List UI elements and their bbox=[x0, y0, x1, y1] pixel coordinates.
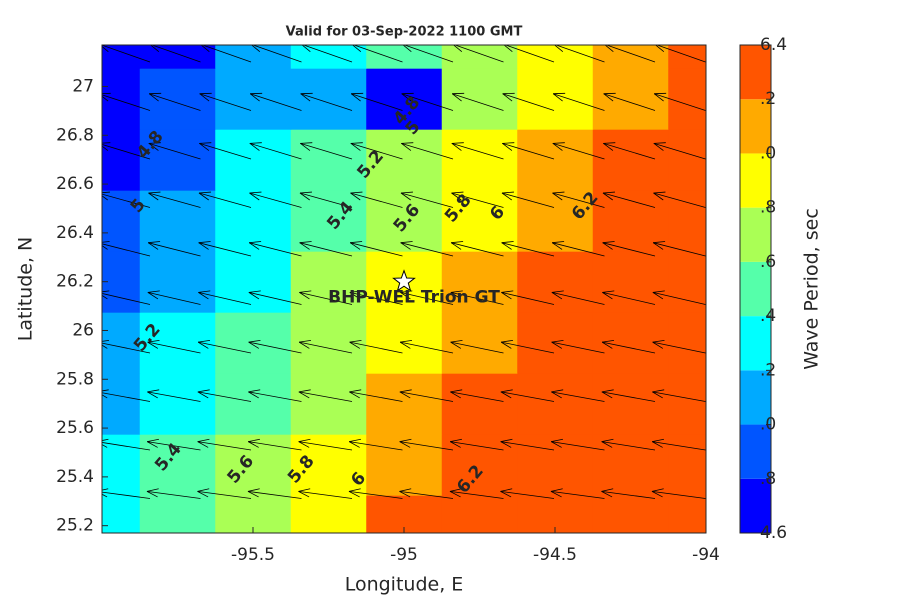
wave-arrow-head bbox=[601, 538, 613, 541]
field-cell bbox=[215, 251, 291, 313]
colorbar-tick-label: .0 bbox=[760, 143, 776, 163]
field-cell bbox=[593, 68, 669, 129]
field-cell bbox=[215, 7, 291, 69]
field-cell bbox=[291, 495, 367, 557]
x-tick-label: -94 bbox=[692, 545, 720, 565]
colorbar-tick-label: 4.6 bbox=[760, 523, 787, 543]
field-cell bbox=[593, 129, 669, 191]
wave-arrow-head bbox=[601, 541, 612, 546]
field-cell bbox=[140, 495, 216, 557]
field-cell bbox=[593, 251, 669, 313]
field-cell bbox=[215, 68, 291, 129]
x-tick-label: -95.5 bbox=[231, 545, 275, 565]
colorbar-tick-label: 6.4 bbox=[760, 35, 787, 55]
field-cell bbox=[366, 373, 442, 435]
wave-arrow-head bbox=[96, 538, 108, 541]
colorbar-tick-label: .8 bbox=[760, 469, 776, 489]
colorbar-tick-label: .6 bbox=[760, 252, 776, 272]
field-cell bbox=[366, 434, 442, 496]
field-cell bbox=[291, 129, 367, 191]
y-tick-label: 25.4 bbox=[56, 467, 94, 487]
field-cell bbox=[442, 129, 518, 191]
wave-arrow-head bbox=[450, 541, 461, 546]
wave-arrow-head bbox=[399, 538, 411, 541]
field-cell bbox=[593, 495, 669, 557]
y-tick-label: 25.8 bbox=[56, 369, 94, 389]
wave-arrow-head bbox=[197, 541, 208, 546]
chart-title: Valid for 03-Sep-2022 1100 GMT bbox=[286, 25, 523, 40]
y-tick-label: 25.2 bbox=[56, 516, 94, 536]
field-cell bbox=[593, 7, 669, 69]
field-cell bbox=[140, 68, 216, 129]
wave-arrow-head bbox=[652, 538, 664, 541]
wave-arrow-head bbox=[298, 538, 310, 541]
wave-arrow bbox=[601, 541, 655, 547]
wave-arrow-head bbox=[349, 538, 361, 541]
y-tick-label: 26.2 bbox=[56, 272, 94, 292]
field-cell bbox=[215, 373, 291, 435]
wave-arrow-head bbox=[248, 538, 260, 541]
wave-arrow bbox=[298, 541, 352, 547]
y-tick-label: 26.6 bbox=[56, 174, 94, 194]
field-cell bbox=[517, 68, 593, 129]
wave-arrow-head bbox=[96, 541, 107, 546]
colorbar-tick-label: .0 bbox=[760, 415, 776, 435]
field-cell bbox=[442, 495, 518, 557]
field-cell bbox=[442, 373, 518, 435]
y-tick-label: 26.8 bbox=[56, 125, 94, 145]
field-cell bbox=[215, 129, 291, 191]
y-tick-label: 25.6 bbox=[56, 418, 94, 438]
y-tick-label: 27 bbox=[72, 76, 94, 96]
wave-arrow-head bbox=[298, 541, 309, 546]
field-cell bbox=[140, 373, 216, 435]
x-tick-label: -95 bbox=[390, 545, 418, 565]
colorbar-tick-label: .4 bbox=[760, 306, 776, 326]
x-axis-label: Longitude, E bbox=[345, 574, 464, 596]
wave-arrow-head bbox=[450, 538, 462, 541]
field-cell bbox=[517, 434, 593, 496]
wave-arrow-head bbox=[500, 538, 512, 541]
x-tick-label: -94.5 bbox=[533, 545, 577, 565]
colorbar-label: Wave Period, sec bbox=[801, 208, 823, 370]
wave-arrow-head bbox=[197, 538, 209, 541]
field-cell bbox=[517, 129, 593, 191]
wave-arrow bbox=[96, 541, 150, 547]
field-cell bbox=[140, 7, 216, 69]
wave-arrow-head bbox=[500, 541, 511, 546]
field-cell bbox=[291, 373, 367, 435]
wave-arrow-head bbox=[349, 541, 360, 546]
colorbar-tick-label: .2 bbox=[760, 89, 776, 109]
field-cell bbox=[442, 68, 518, 129]
colorbar-tick-label: .8 bbox=[760, 198, 776, 218]
field-cell bbox=[517, 7, 593, 69]
wave-arrow bbox=[450, 541, 504, 547]
site-label: BHP-WEL Trion GT bbox=[328, 288, 500, 308]
field-cell bbox=[593, 373, 669, 435]
wave-arrow-head bbox=[147, 538, 159, 541]
field-cell bbox=[517, 373, 593, 435]
y-tick-label: 26.4 bbox=[56, 223, 94, 243]
wave-arrow-head bbox=[147, 541, 158, 546]
y-axis-label: Latitude, N bbox=[15, 237, 37, 342]
colorbar-tick-label: .2 bbox=[760, 360, 776, 380]
wave-arrow-head bbox=[652, 541, 663, 546]
field-cell bbox=[517, 251, 593, 313]
field-cell bbox=[140, 251, 216, 313]
field-cell bbox=[291, 68, 367, 129]
wave-arrow bbox=[147, 541, 201, 547]
wave-arrow-head bbox=[551, 538, 563, 541]
y-tick-label: 26 bbox=[72, 320, 94, 340]
